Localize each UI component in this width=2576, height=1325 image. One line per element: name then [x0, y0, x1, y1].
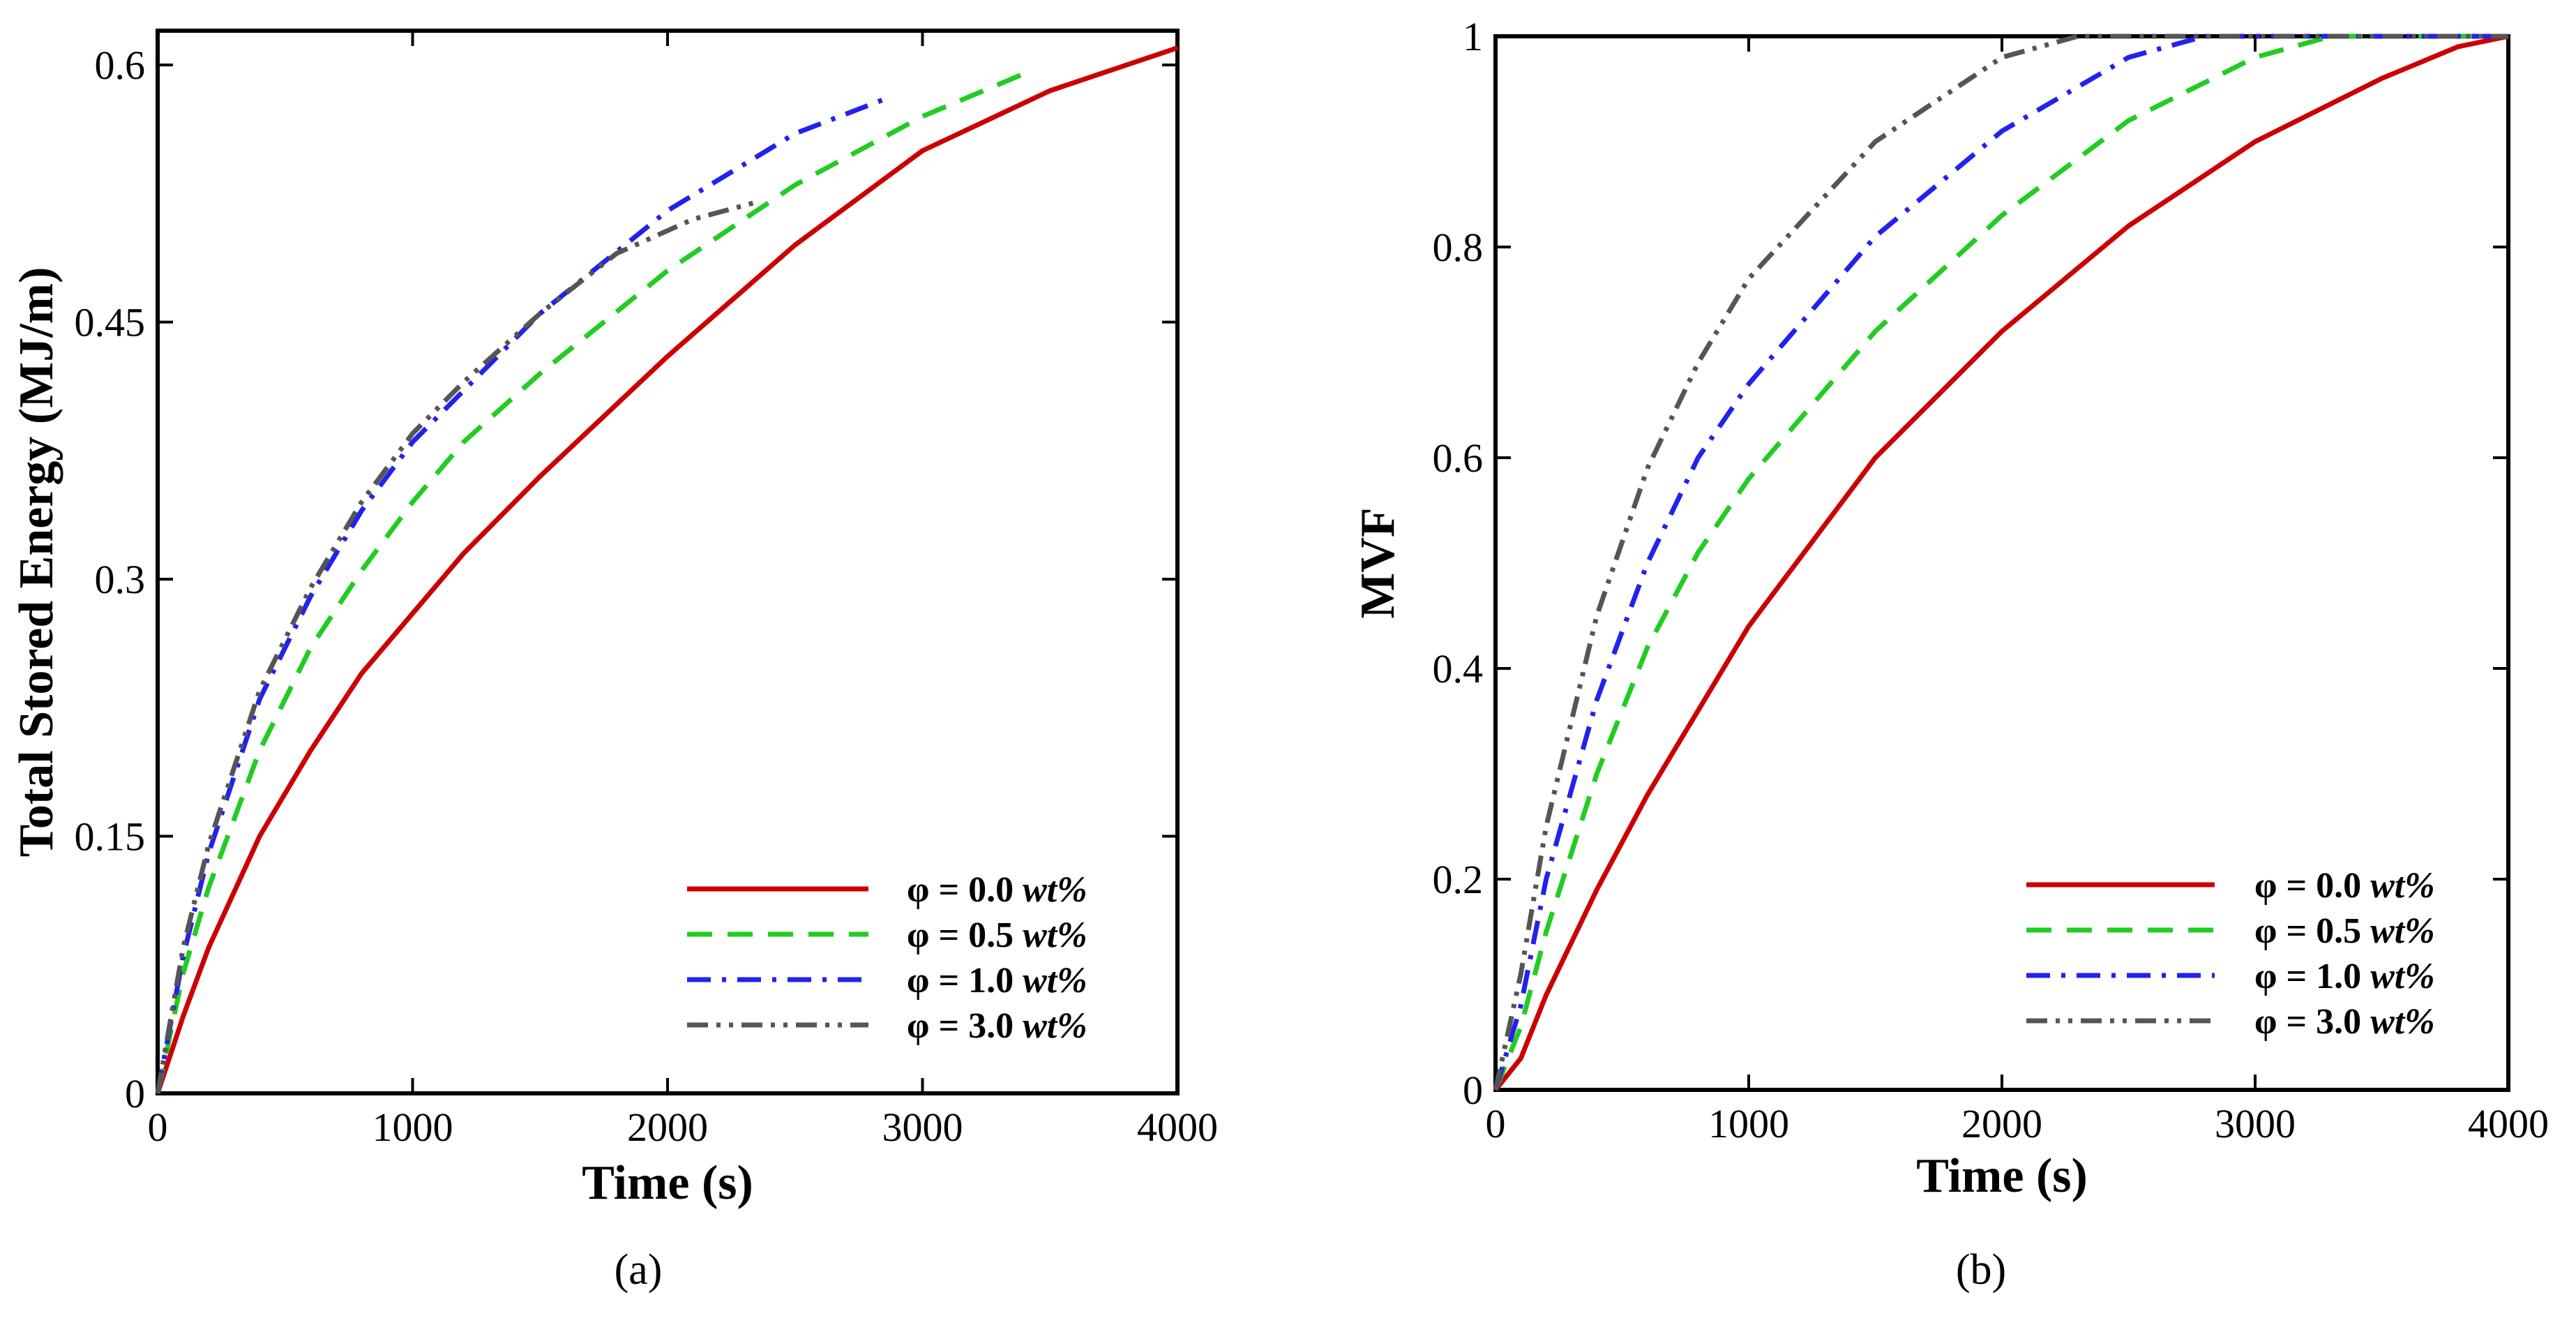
y-axis-title: MVF: [1351, 507, 1405, 618]
x-tick-label: 3000: [2215, 1101, 2296, 1146]
series-line-0: [155, 45, 1179, 1095]
chart-panel-a: 0 1000 2000 3000 4000 0 0.15 0.3 0.45 0.6 Time (s)…: [10, 29, 1218, 1294]
x-tick-label: 0: [148, 1105, 168, 1150]
x-tick-label: 1000: [372, 1105, 453, 1150]
y-tick-label: 0: [125, 1071, 145, 1116]
legend-label-3: φ = 3.0 wt%: [2254, 1002, 2435, 1042]
series-line-0: [1493, 33, 2509, 1092]
series-line-2: [1493, 33, 2508, 1091]
legend-label-2: φ = 1.0 wt%: [2254, 957, 2435, 996]
y-tick-label: 0.4: [1433, 646, 1484, 691]
series-line-2: [155, 97, 885, 1094]
series-line-1: [155, 71, 1026, 1094]
x-tick-label: 4000: [1137, 1105, 1218, 1150]
legend: φ = 0.0 wt% φ = 0.5 wt% φ = 1.0 wt% φ = 3.0…: [2026, 866, 2435, 1042]
y-tick-label: 0.15: [75, 814, 146, 860]
legend-label-0: φ = 0.0 wt%: [907, 870, 1087, 910]
y-tick-label: 0.6: [95, 43, 146, 88]
panel-label: (b): [1956, 1246, 2006, 1294]
y-tick-label: 1: [1463, 14, 1483, 59]
legend-label-3: φ = 3.0 wt%: [907, 1006, 1087, 1046]
x-tick-label: 4000: [2468, 1101, 2549, 1146]
series-line-1: [1493, 33, 2508, 1091]
y-tick-label: 0.6: [1433, 435, 1484, 481]
x-tick-label: 3000: [882, 1105, 963, 1150]
y-tick-label: 0.3: [95, 557, 146, 602]
legend: φ = 0.0 wt% φ = 0.5 wt% φ = 1.0 wt% φ = 3.0…: [687, 870, 1087, 1046]
x-tick-label: 0: [1486, 1101, 1506, 1146]
legend-label-0: φ = 0.0 wt%: [2254, 866, 2435, 906]
y-tick-label: 0.8: [1433, 225, 1484, 270]
x-axis-title: Time (s): [1916, 1149, 2088, 1203]
x-axis-title: Time (s): [582, 1156, 753, 1210]
legend-label-1: φ = 0.5 wt%: [907, 915, 1087, 955]
panel-label: (a): [615, 1246, 663, 1294]
legend-label-2: φ = 1.0 wt%: [907, 961, 1087, 1001]
y-tick-label: 0.45: [75, 300, 146, 345]
y-tick-label: 0: [1463, 1068, 1483, 1113]
y-axis-title: Total Stored Energy (MJ/m): [10, 267, 63, 858]
chart-panel-b: 0 1000 2000 3000 4000 0 0.2 0.4 0.6 0.8 1 Time (s) M…: [1351, 14, 2549, 1294]
series-line-3: [1493, 33, 2508, 1091]
legend-label-1: φ = 0.5 wt%: [2254, 911, 2435, 951]
x-tick-label: 2000: [1961, 1101, 2042, 1146]
x-tick-label: 2000: [627, 1105, 708, 1150]
x-tick-label: 1000: [1708, 1101, 1789, 1146]
series-line-3: [155, 200, 758, 1094]
y-tick-label: 0.2: [1433, 857, 1484, 902]
